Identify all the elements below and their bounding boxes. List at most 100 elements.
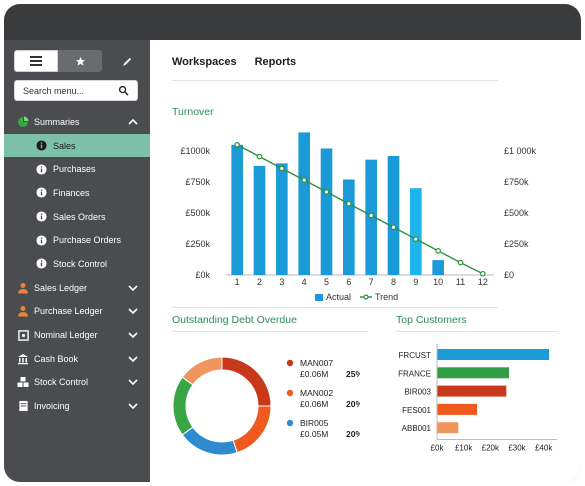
person-icon	[17, 305, 29, 317]
divider	[172, 80, 498, 81]
sidebar-item-invoicing[interactable]: Invoicing	[4, 394, 150, 418]
search-input[interactable]: Search menu...	[14, 80, 138, 101]
divider	[396, 331, 558, 332]
bar	[432, 260, 444, 275]
sidebar-item-label: Invoicing	[34, 401, 70, 412]
debt-amount: £0.05M	[300, 429, 328, 439]
sidebar-item-label: Summaries	[34, 116, 80, 127]
debt-percent: 20%	[346, 429, 360, 439]
stock-icon	[17, 376, 29, 388]
y-tick-label: £1000k	[180, 146, 210, 156]
main-panel: Workspaces Reports Turnover £0k £250k £500…	[150, 40, 581, 482]
divider	[172, 331, 368, 332]
customer-bar	[437, 403, 477, 415]
info-icon	[35, 140, 47, 152]
y2-tick-label: £0	[504, 270, 514, 280]
x-tick-label: £10k	[455, 444, 473, 453]
debt-account-name: BIR005	[300, 418, 329, 428]
sidebar-item-sales-ledger[interactable]: Sales Ledger	[4, 276, 150, 300]
trend-point	[234, 141, 240, 148]
sidebar-item-purchase-orders[interactable]: Purchase Orders	[4, 228, 150, 252]
donut-slice	[181, 356, 223, 386]
sidebar-item-label: Purchase Ledger	[34, 306, 103, 317]
customer-bar	[437, 367, 509, 379]
customer-label: ABB001	[402, 424, 432, 433]
customer-label: FES001	[402, 406, 431, 415]
y-tick-label: £500k	[185, 208, 210, 218]
favourites-button[interactable]	[58, 50, 102, 72]
bar	[253, 165, 266, 275]
edit-button[interactable]	[120, 54, 134, 68]
menu-button[interactable]	[14, 50, 58, 72]
bar	[387, 155, 400, 275]
legend-swatch-actual	[315, 294, 323, 301]
y-tick-label: £250k	[185, 239, 210, 249]
legend-marker-trend	[363, 294, 369, 300]
sidebar-item-summaries[interactable]: Summaries	[4, 110, 150, 134]
sidebar-item-finances[interactable]: Finances	[4, 181, 150, 205]
sidebar-item-label: Stock Control	[53, 258, 108, 269]
sidebar-item-label: Purchases	[53, 164, 96, 175]
sidebar-item-label: Stock Control	[34, 377, 89, 388]
sidebar-item-stock-control[interactable]: Stock Control	[4, 252, 150, 276]
info-icon	[35, 234, 47, 246]
customer-label: FRANCE	[398, 369, 431, 378]
bar	[298, 132, 310, 275]
customer-label: BIR003	[404, 388, 431, 397]
turnover-chart: £0k £250k £500k £750k £1000k £0 £250k £500k £750…	[180, 132, 537, 302]
debt-title: Outstanding Debt Overdue	[172, 314, 297, 326]
sidebar-item-label: Sales Orders	[53, 211, 106, 222]
trend-point	[346, 200, 352, 207]
legend-label-actual: Actual	[326, 292, 351, 302]
x-tick-label: 10	[433, 277, 443, 287]
bank-icon	[17, 353, 29, 365]
donut-slice	[172, 376, 194, 436]
chevron-down-icon	[128, 283, 138, 293]
x-tick-label: £30k	[508, 444, 526, 453]
sidebar-item-purchase-ledger[interactable]: Purchase Ledger	[4, 300, 150, 324]
debt-account-name: MAN007	[300, 358, 333, 368]
tab-workspaces[interactable]: Workspaces	[172, 56, 237, 68]
x-tick-label: 9	[413, 277, 418, 287]
chevron-down-icon	[128, 377, 138, 387]
tab-reports[interactable]: Reports	[254, 56, 297, 68]
hamburger-icon	[30, 56, 42, 66]
sidebar-item-sales-orders[interactable]: Sales Orders	[4, 205, 150, 229]
info-icon	[35, 187, 47, 199]
x-tick-label: 2	[257, 277, 262, 287]
search-icon	[118, 85, 129, 96]
y-tick-label: £0k	[195, 270, 210, 280]
y2-tick-label: £1 000k	[504, 146, 537, 156]
debt-amount: £0.06M	[300, 399, 328, 409]
x-tick-label: 1	[235, 277, 240, 287]
debt-percent: 20%	[346, 399, 360, 409]
donut-slice	[232, 405, 272, 454]
sidebar-item-sales[interactable]: Sales	[4, 133, 150, 158]
sidebar-item-stock-control[interactable]: Stock Control	[4, 371, 150, 395]
x-tick-label: 3	[279, 277, 284, 287]
trend-point	[368, 212, 374, 219]
sidebar-item-purchases[interactable]: Purchases	[4, 157, 150, 181]
customers-chart: FRCUST FRANCE BIR003 FES001 ABB001 £0k £10k £20…	[398, 344, 557, 453]
chevron-down-icon	[128, 306, 138, 316]
top-nav: Workspaces Reports	[172, 56, 296, 68]
trend-point	[435, 248, 441, 254]
sidebar-item-nominal-ledger[interactable]: Nominal Ledger	[4, 323, 150, 347]
ledger-icon	[17, 329, 29, 341]
person-icon	[17, 282, 29, 294]
sidebar-nav: Summaries Sales Purchases Finances Sales Ord…	[4, 110, 150, 418]
bar	[343, 179, 355, 275]
sidebar-item-cash-book[interactable]: Cash Book	[4, 347, 150, 371]
trend-point	[390, 224, 397, 231]
chevron-down-icon	[128, 354, 138, 364]
chevron-up-icon	[128, 117, 138, 127]
bar	[276, 163, 288, 275]
bar	[231, 144, 243, 275]
invoice-icon	[17, 400, 29, 412]
sidebar-toolbar	[14, 50, 134, 72]
trend-line	[236, 144, 484, 275]
y-tick-label: £750k	[185, 177, 210, 187]
sidebar-item-label: Nominal Ledger	[34, 330, 98, 341]
legend-dot	[286, 419, 294, 427]
debt-amount: £0.06M	[300, 369, 328, 379]
